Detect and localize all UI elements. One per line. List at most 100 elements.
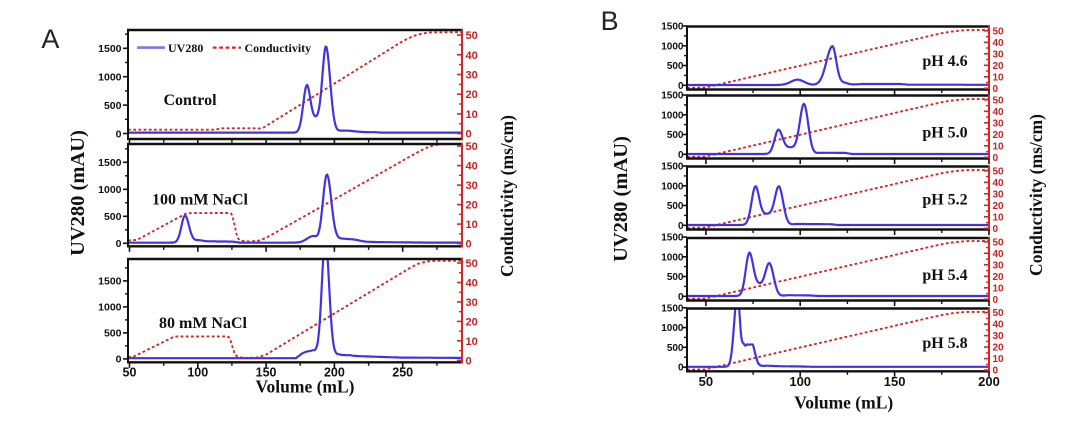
svg-text:0: 0 — [116, 354, 122, 366]
svg-text:100: 100 — [789, 374, 811, 389]
svg-text:10: 10 — [466, 219, 478, 231]
svg-text:0: 0 — [466, 239, 472, 251]
svg-text:20: 20 — [993, 61, 1005, 72]
svg-text:10: 10 — [466, 336, 478, 348]
svg-text:A: A — [41, 24, 59, 54]
svg-text:0: 0 — [678, 81, 684, 92]
svg-text:UV280: UV280 — [168, 41, 203, 55]
svg-text:Control: Control — [163, 92, 217, 109]
svg-text:1000: 1000 — [661, 181, 684, 192]
svg-text:100 mM NaCl: 100 mM NaCl — [152, 192, 249, 209]
svg-text:pH 5.8: pH 5.8 — [922, 335, 967, 352]
svg-text:20: 20 — [466, 316, 478, 328]
svg-text:10: 10 — [993, 72, 1005, 83]
svg-text:1000: 1000 — [661, 252, 684, 263]
svg-text:1500: 1500 — [98, 43, 122, 55]
svg-text:20: 20 — [993, 272, 1005, 283]
svg-text:0: 0 — [678, 221, 684, 232]
svg-text:40: 40 — [993, 249, 1005, 260]
svg-text:500: 500 — [667, 61, 684, 72]
svg-text:80 mM NaCl: 80 mM NaCl — [159, 315, 248, 332]
svg-text:0: 0 — [993, 153, 999, 164]
svg-text:40: 40 — [993, 178, 1005, 189]
svg-text:B: B — [601, 6, 619, 36]
svg-text:pH 5.2: pH 5.2 — [922, 191, 967, 208]
svg-text:30: 30 — [993, 49, 1005, 60]
svg-text:pH 5.0: pH 5.0 — [922, 124, 967, 141]
svg-text:1000: 1000 — [661, 323, 684, 334]
svg-text:1500: 1500 — [98, 276, 122, 288]
svg-text:10: 10 — [993, 283, 1005, 294]
svg-text:10: 10 — [993, 354, 1005, 365]
svg-text:Conductivity: Conductivity — [245, 41, 312, 55]
svg-text:UV280 (mAU): UV280 (mAU) — [610, 136, 632, 262]
svg-text:50: 50 — [699, 374, 713, 389]
svg-text:40: 40 — [466, 277, 478, 289]
svg-text:0: 0 — [466, 355, 472, 367]
svg-text:20: 20 — [993, 201, 1005, 212]
svg-text:30: 30 — [993, 189, 1005, 200]
svg-text:100: 100 — [187, 366, 208, 380]
svg-text:250: 250 — [392, 366, 413, 380]
svg-text:10: 10 — [993, 212, 1005, 223]
svg-text:30: 30 — [993, 331, 1005, 342]
svg-text:30: 30 — [993, 118, 1005, 129]
svg-text:1500: 1500 — [661, 91, 684, 102]
svg-text:10: 10 — [993, 141, 1005, 152]
svg-text:50: 50 — [993, 308, 1005, 319]
svg-text:50: 50 — [123, 366, 137, 380]
svg-text:50: 50 — [993, 95, 1005, 106]
svg-text:Conductivity (ms/cm): Conductivity (ms/cm) — [1026, 114, 1046, 276]
svg-text:30: 30 — [993, 260, 1005, 271]
svg-text:500: 500 — [667, 201, 684, 212]
svg-text:50: 50 — [466, 141, 478, 153]
svg-text:1000: 1000 — [98, 72, 122, 84]
svg-text:1000: 1000 — [661, 110, 684, 121]
svg-text:1500: 1500 — [98, 157, 122, 169]
svg-text:1000: 1000 — [661, 41, 684, 52]
svg-text:0: 0 — [993, 366, 999, 377]
svg-text:50: 50 — [466, 30, 478, 42]
svg-text:0: 0 — [678, 363, 684, 374]
svg-text:150: 150 — [256, 366, 277, 380]
svg-text:1500: 1500 — [661, 303, 684, 314]
svg-text:200: 200 — [978, 374, 1000, 389]
svg-text:500: 500 — [104, 328, 122, 340]
svg-text:0: 0 — [678, 150, 684, 161]
svg-text:50: 50 — [993, 166, 1005, 177]
svg-text:pH 4.6: pH 4.6 — [922, 53, 967, 70]
svg-text:40: 40 — [466, 161, 478, 173]
svg-text:500: 500 — [667, 343, 684, 354]
svg-text:500: 500 — [104, 211, 122, 223]
svg-text:0: 0 — [993, 224, 999, 235]
svg-text:Conductivity (ms/cm): Conductivity (ms/cm) — [497, 115, 517, 277]
svg-text:50: 50 — [466, 258, 478, 270]
svg-text:Volume (mL): Volume (mL) — [255, 377, 354, 397]
svg-text:1500: 1500 — [661, 22, 684, 33]
svg-text:30: 30 — [466, 180, 478, 192]
svg-text:20: 20 — [466, 89, 478, 101]
svg-text:Volume (mL): Volume (mL) — [794, 393, 893, 413]
svg-text:30: 30 — [466, 70, 478, 82]
svg-text:200: 200 — [324, 366, 345, 380]
svg-text:150: 150 — [884, 374, 906, 389]
svg-text:500: 500 — [104, 100, 122, 112]
svg-text:20: 20 — [466, 200, 478, 212]
svg-text:pH 5.4: pH 5.4 — [922, 267, 967, 284]
svg-text:10: 10 — [466, 109, 478, 121]
svg-text:40: 40 — [993, 38, 1005, 49]
svg-text:40: 40 — [993, 107, 1005, 118]
svg-text:1000: 1000 — [98, 184, 122, 196]
svg-text:0: 0 — [116, 238, 122, 250]
svg-text:0: 0 — [993, 84, 999, 95]
svg-text:500: 500 — [667, 130, 684, 141]
svg-text:20: 20 — [993, 343, 1005, 354]
svg-text:30: 30 — [466, 297, 478, 309]
svg-text:40: 40 — [993, 320, 1005, 331]
svg-text:0: 0 — [678, 292, 684, 303]
svg-text:500: 500 — [667, 272, 684, 283]
svg-text:0: 0 — [116, 128, 122, 140]
svg-text:1500: 1500 — [661, 162, 684, 173]
svg-text:1000: 1000 — [98, 302, 122, 314]
svg-text:50: 50 — [993, 237, 1005, 248]
